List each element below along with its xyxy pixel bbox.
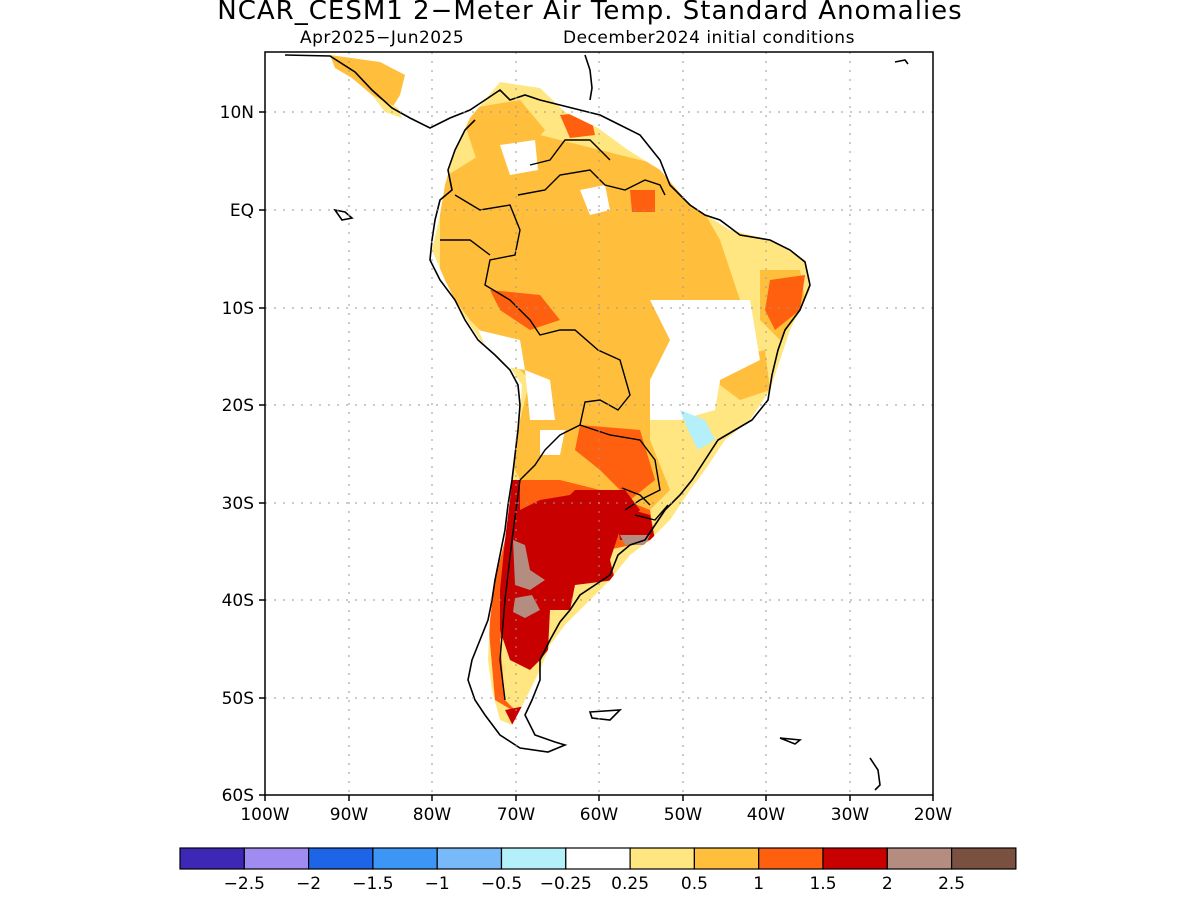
color-bar-swatch <box>886 847 953 870</box>
color-bar-swatch <box>565 847 631 870</box>
color-bar-label: −2.5 <box>224 874 265 894</box>
color-bar-swatch <box>950 847 1017 870</box>
strong-warm-anomaly-argentina <box>500 480 640 670</box>
initial-conditions: December2024 initial conditions <box>563 28 855 48</box>
lat-label: EQ <box>230 201 254 221</box>
anomaly-field <box>330 55 810 725</box>
cool-anomaly-southeast-brazil <box>680 410 715 450</box>
lon-label: 20W <box>914 805 953 825</box>
color-bar-label: −1 <box>425 874 450 894</box>
color-bar-swatch <box>693 847 760 870</box>
lat-label: 20S <box>222 396 254 416</box>
color-bar-label: −2 <box>296 874 321 894</box>
lon-label: 40W <box>747 805 786 825</box>
coastlines <box>284 54 909 791</box>
color-bar-label: 2.5 <box>938 874 965 894</box>
neutral-brazil <box>650 300 760 420</box>
lat-label: 50S <box>222 689 254 709</box>
panama-patch <box>372 95 402 118</box>
color-bar <box>179 847 1017 870</box>
color-bar-swatch <box>500 847 567 870</box>
color-bar-label: −1.5 <box>352 874 393 894</box>
forecast-period: Apr2025−Jun2025 <box>300 28 465 48</box>
lon-label: 50W <box>664 805 703 825</box>
lon-label: 60W <box>580 805 619 825</box>
color-bar-swatch <box>243 847 310 870</box>
map-title: NCAR_CESM1 2−Meter Air Temp. Standard An… <box>217 0 963 26</box>
color-bar-labels: −2.5 −2 −1.5 −1 −0.5 −0.25 0.25 0.5 1 1.5 2 2.5 <box>224 874 965 894</box>
color-bar-swatch <box>822 847 888 870</box>
extreme-anomaly-rio-de-la-plata <box>620 535 650 545</box>
color-bar-swatch <box>436 847 503 870</box>
longitude-labels: 100W 90W 80W 70W 60W 50W 40W 30W 20W <box>240 805 952 825</box>
extreme-anomaly-andes-south <box>513 595 540 618</box>
color-bar-label: 0.25 <box>611 874 649 894</box>
color-bar-label: 0.5 <box>681 874 708 894</box>
color-bar-label: −0.5 <box>481 874 522 894</box>
color-bar-label: 1 <box>753 874 764 894</box>
latitude-labels: 10N EQ 10S 20S 30S 40S 50S 60S <box>220 103 254 806</box>
tick-marks <box>259 111 934 801</box>
neutral-colombia <box>500 140 538 175</box>
neutral-amazon-spot <box>580 185 610 215</box>
lat-label: 40S <box>222 591 254 611</box>
warm-anomaly-northeast-brazil <box>765 275 805 330</box>
warm-anomaly-guiana <box>630 190 655 212</box>
lon-label: 100W <box>240 805 289 825</box>
color-bar-swatch <box>629 847 695 870</box>
neutral-peru <box>478 330 525 370</box>
color-bar-swatch <box>372 847 438 870</box>
lat-label: 30S <box>222 494 254 514</box>
lon-label: 80W <box>413 805 452 825</box>
orange-region <box>440 130 740 520</box>
color-bar-swatch <box>179 847 245 870</box>
lon-label: 70W <box>497 805 536 825</box>
warm-anomaly-paraguay <box>575 425 655 500</box>
warm-anomaly-peru-bolivia <box>490 290 560 330</box>
color-bar-swatch <box>758 847 824 870</box>
lon-label: 90W <box>330 805 369 825</box>
neutral-atacama <box>525 370 555 420</box>
color-bar-swatch <box>308 847 374 870</box>
color-bar-label: 2 <box>882 874 893 894</box>
lat-label: 60S <box>222 786 254 806</box>
lat-label: 10N <box>220 103 254 123</box>
strong-warm-anomaly-uruguay <box>615 505 655 540</box>
lat-label: 10S <box>222 299 254 319</box>
color-bar-label: 1.5 <box>809 874 836 894</box>
lon-label: 30W <box>831 805 870 825</box>
country-borders <box>440 139 669 701</box>
extreme-anomaly-andes-north <box>513 540 545 590</box>
gridlines <box>265 52 933 795</box>
color-bar-label: −0.25 <box>540 874 592 894</box>
